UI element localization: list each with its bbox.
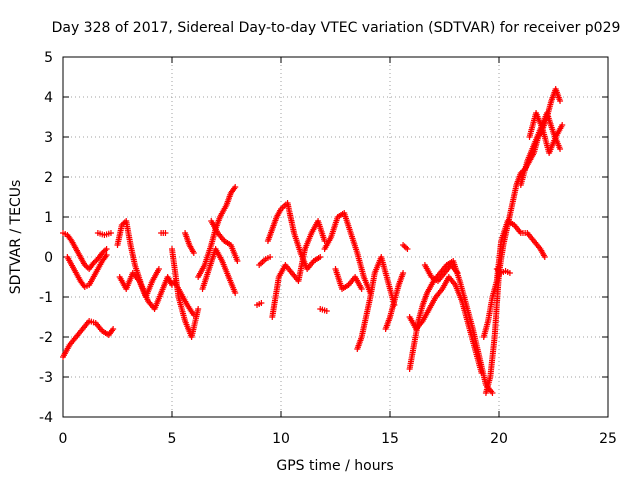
- data-point-marker: [358, 286, 365, 292]
- data-point-marker: [107, 230, 114, 236]
- y-tick-label: 1: [44, 210, 53, 226]
- data-point-marker: [234, 258, 241, 264]
- x-tick-label: 15: [381, 431, 399, 447]
- y-axis-label: SDTVAR / TECUs: [8, 180, 24, 295]
- data-point-marker: [541, 254, 548, 260]
- x-tick-label: 10: [272, 431, 290, 447]
- data-point-marker: [232, 184, 239, 190]
- data-point-marker: [478, 370, 485, 376]
- data-point-marker: [404, 246, 411, 252]
- data-point-marker: [267, 254, 274, 260]
- plot-frame: [62, 56, 609, 418]
- data-point-marker: [454, 270, 461, 276]
- data-point-marker: [110, 326, 117, 332]
- data-point-marker: [258, 300, 265, 306]
- data-point-marker: [506, 270, 513, 276]
- y-tick-label: -2: [39, 330, 53, 346]
- x-tick-label: 5: [168, 431, 177, 447]
- x-tick-label: 0: [59, 431, 68, 447]
- data-point-marker: [400, 270, 407, 276]
- y-tick-label: -1: [39, 290, 53, 306]
- y-tick-labels: -4 -3 -2 -1 0 1 2 3 4 5: [39, 50, 53, 426]
- data-point-marker: [155, 266, 162, 272]
- x-axis-label: GPS time / hours: [276, 458, 393, 474]
- data-point-marker: [317, 254, 324, 260]
- data-point-marker: [195, 306, 202, 312]
- axis-ticks: [62, 56, 609, 418]
- y-tick-label: 4: [44, 90, 53, 106]
- y-tick-label: 5: [44, 50, 53, 66]
- data-point-marker: [323, 308, 330, 314]
- y-tick-label: 0: [44, 250, 53, 266]
- grid-lines: [63, 57, 608, 417]
- x-tick-label: 20: [490, 431, 508, 447]
- y-tick-label: 2: [44, 170, 53, 186]
- x-tick-labels: 0 5 10 15 20 25: [59, 431, 617, 447]
- data-point-marker: [489, 390, 496, 396]
- data-series: [60, 86, 566, 396]
- x-tick-label: 25: [599, 431, 617, 447]
- data-point-marker: [557, 146, 564, 152]
- data-point-marker: [190, 312, 197, 318]
- data-point-marker: [557, 98, 564, 104]
- data-point-marker: [232, 290, 239, 296]
- data-point-marker: [559, 122, 566, 128]
- data-point-marker: [103, 246, 110, 252]
- data-point-marker: [162, 230, 169, 236]
- data-point-marker: [103, 252, 110, 258]
- y-tick-label: -4: [39, 410, 53, 426]
- chart-title: Day 328 of 2017, Sidereal Day-to-day VTE…: [52, 20, 621, 36]
- y-tick-label: 3: [44, 130, 53, 146]
- data-point-marker: [190, 250, 197, 256]
- y-tick-label: -3: [39, 370, 53, 386]
